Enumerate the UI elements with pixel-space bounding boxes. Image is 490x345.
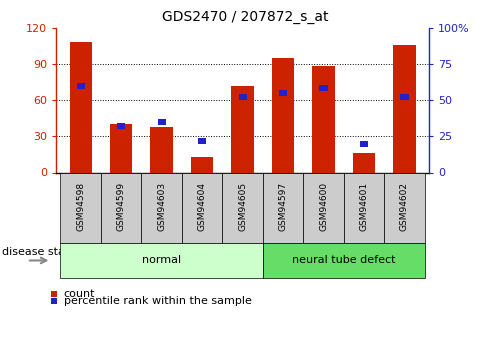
Text: GSM94600: GSM94600 bbox=[319, 181, 328, 231]
Text: count: count bbox=[64, 289, 95, 299]
Text: GSM94599: GSM94599 bbox=[117, 181, 125, 231]
Text: disease state: disease state bbox=[2, 247, 76, 257]
Bar bbox=[158, 119, 166, 125]
Bar bbox=[70, 42, 92, 172]
Bar bbox=[239, 94, 246, 100]
Text: GDS2470 / 207872_s_at: GDS2470 / 207872_s_at bbox=[162, 10, 328, 24]
Text: GSM94605: GSM94605 bbox=[238, 181, 247, 231]
Bar bbox=[353, 153, 375, 172]
Bar bbox=[319, 86, 327, 91]
Bar bbox=[279, 90, 287, 96]
Bar bbox=[117, 123, 125, 129]
Bar bbox=[198, 138, 206, 144]
Bar bbox=[150, 127, 173, 172]
Bar bbox=[313, 66, 335, 172]
Bar bbox=[272, 58, 294, 172]
Bar bbox=[191, 157, 213, 172]
Bar bbox=[110, 124, 132, 172]
Text: neural tube defect: neural tube defect bbox=[292, 256, 395, 265]
Text: GSM94604: GSM94604 bbox=[197, 181, 207, 231]
Bar bbox=[231, 86, 254, 172]
Bar bbox=[400, 94, 409, 100]
Text: GSM94598: GSM94598 bbox=[76, 181, 85, 231]
Text: GSM94601: GSM94601 bbox=[360, 181, 368, 231]
Text: GSM94603: GSM94603 bbox=[157, 181, 166, 231]
Bar bbox=[360, 140, 368, 147]
Text: GSM94602: GSM94602 bbox=[400, 181, 409, 231]
Text: GSM94597: GSM94597 bbox=[278, 181, 288, 231]
Bar bbox=[393, 45, 416, 172]
Text: percentile rank within the sample: percentile rank within the sample bbox=[64, 296, 251, 306]
Text: normal: normal bbox=[142, 256, 181, 265]
Bar bbox=[76, 82, 85, 89]
